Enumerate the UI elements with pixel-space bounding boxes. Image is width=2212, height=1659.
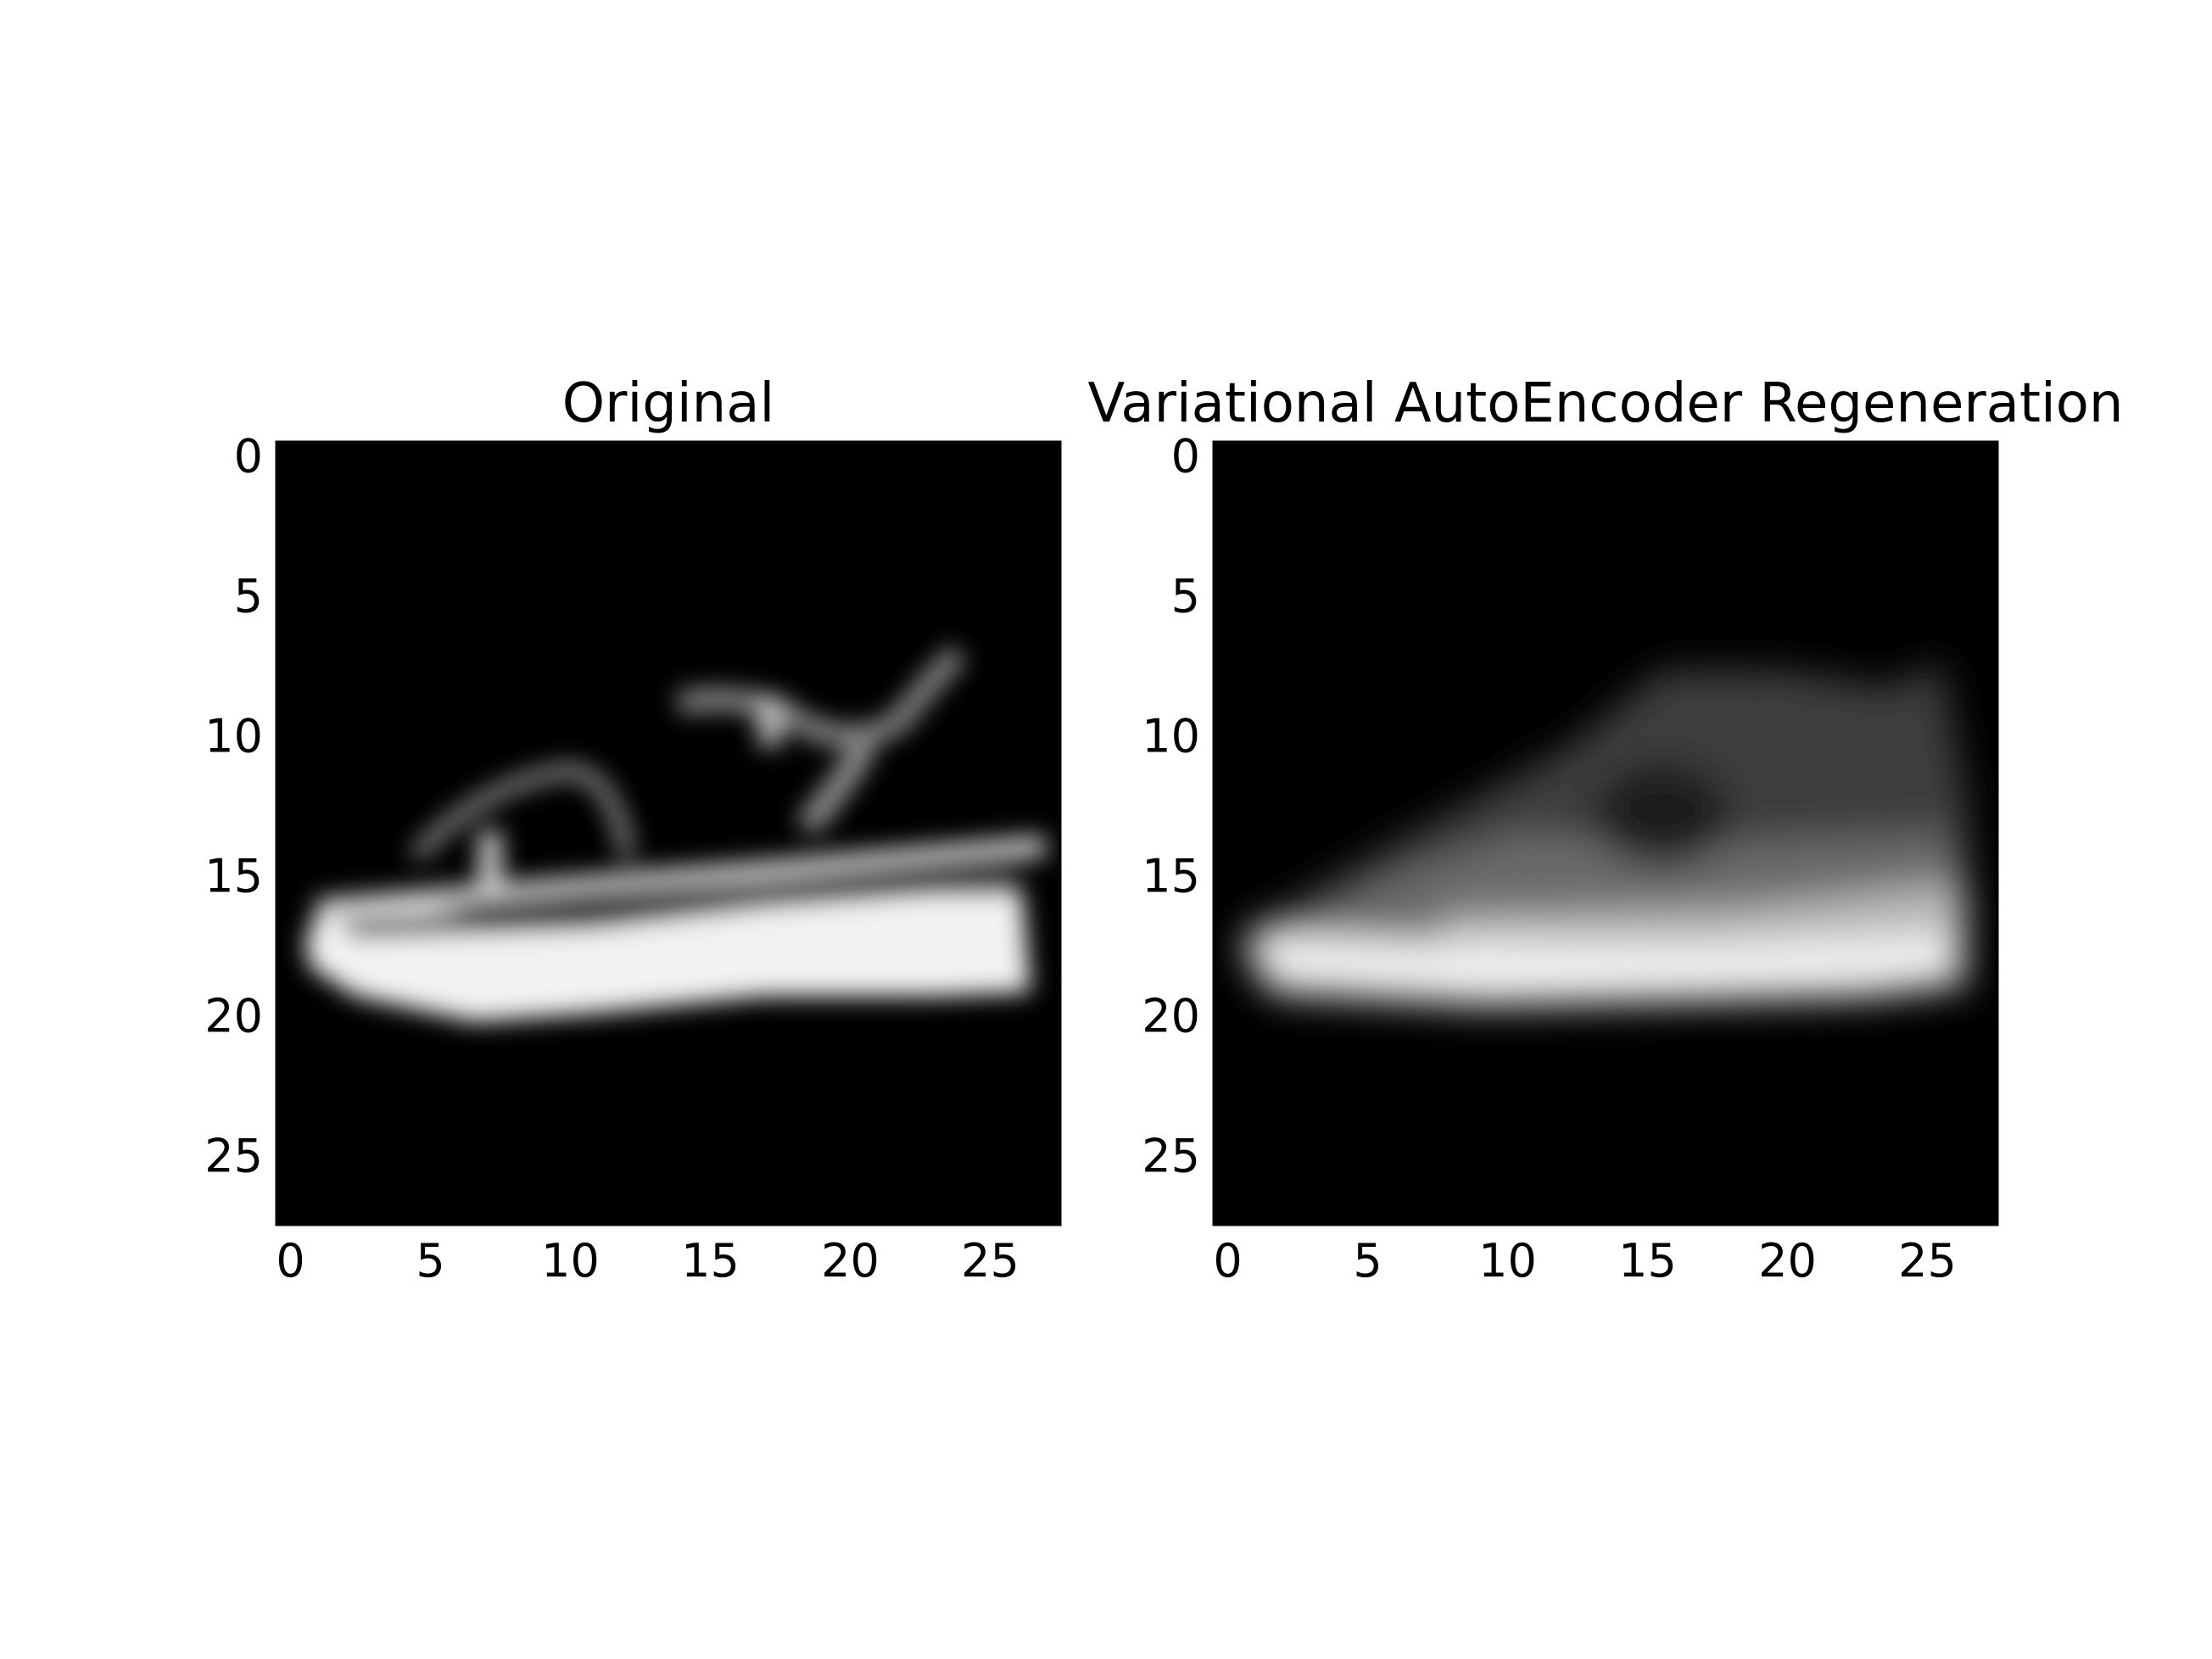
x-tick-label: 5 [416,1234,444,1288]
original-y-ticks: 0 5 10 15 20 25 [204,430,285,1183]
x-tick-label: 15 [681,1234,740,1288]
vae-panel: Variational AutoEncoder Regeneration 0 5 1… [1088,372,2124,1288]
x-tick-label: 25 [1898,1234,1957,1288]
x-tick-label: 20 [821,1234,880,1288]
original-panel: Original 0 5 10 15 20 25 0 5 10 15 20 25 [204,372,1062,1288]
y-tick-label: 25 [1142,1130,1200,1183]
y-tick-label: 25 [204,1130,263,1183]
y-tick-label: 10 [204,710,263,763]
x-tick-label: 10 [1478,1234,1537,1288]
y-tick-label: 0 [234,430,263,483]
original-title: Original [562,372,774,435]
x-tick-label: 5 [1353,1234,1382,1288]
x-tick-label: 0 [276,1234,304,1288]
vae-x-ticks: 0 5 10 15 20 25 [1213,1217,1957,1288]
vae-image [1243,662,1968,1005]
y-tick-label: 15 [1142,850,1200,903]
y-tick-label: 20 [204,990,263,1043]
x-tick-label: 25 [961,1234,1019,1288]
y-tick-label: 20 [1142,990,1200,1043]
y-tick-label: 5 [234,570,263,623]
y-tick-label: 15 [204,850,263,903]
original-x-ticks: 0 5 10 15 20 25 [276,1217,1019,1288]
y-tick-label: 5 [1171,570,1200,623]
x-tick-label: 15 [1618,1234,1677,1288]
x-tick-label: 0 [1213,1234,1242,1288]
y-tick-label: 10 [1142,710,1200,763]
vae-y-ticks: 0 5 10 15 20 25 [1142,430,1222,1183]
vae-axes-frame [1212,440,1999,1226]
original-image [305,645,1047,1022]
x-tick-label: 20 [1758,1234,1817,1288]
y-tick-label: 0 [1171,430,1200,483]
x-tick-label: 10 [541,1234,600,1288]
vae-sole [1243,933,1968,1005]
original-axes-frame [275,440,1062,1226]
original-image-background [276,442,1060,1225]
vae-title: Variational AutoEncoder Regeneration [1088,372,2124,435]
